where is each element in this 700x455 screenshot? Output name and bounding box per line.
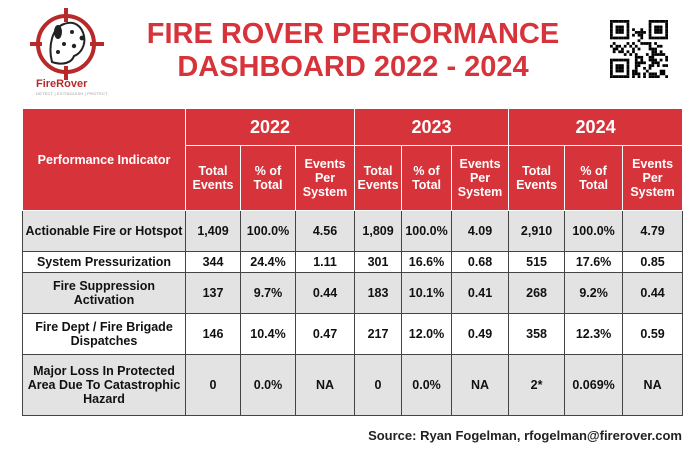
table-cell: NA: [622, 354, 684, 416]
table-cell: 100.0%: [564, 210, 624, 252]
year-header: 2023: [354, 108, 510, 146]
table-cell: 0.0%: [401, 354, 453, 416]
table-cell: 1,809: [354, 210, 403, 252]
table-cell: NA: [451, 354, 510, 416]
table-cell: 16.6%: [401, 251, 453, 273]
table-cell: 217: [354, 313, 403, 355]
table-cell: 0.44: [622, 272, 684, 314]
table-cell: 24.4%: [240, 251, 296, 273]
logo-brand: FireRover: [36, 78, 88, 90]
table-cell: 12.3%: [564, 313, 624, 355]
table-cell: 10.1%: [401, 272, 453, 314]
dalmatian-crosshair-icon: [30, 8, 104, 80]
table-cell: 0.85: [622, 251, 684, 273]
subheader: Events Per System: [622, 145, 684, 211]
table-cell: NA: [294, 354, 356, 416]
row-label: Actionable Fire or Hotspot: [22, 210, 186, 252]
table-cell: 0: [185, 354, 241, 416]
row-label: Fire Suppression Activation: [22, 272, 186, 314]
firerover-logo: [28, 6, 108, 106]
table-cell: 0.68: [451, 251, 510, 273]
page-title: FIRE ROVER PERFORMANCE DASHBOARD 2022 - …: [118, 18, 588, 84]
table-cell: 12.0%: [401, 313, 453, 355]
table-cell: 0: [354, 354, 403, 416]
table-cell: 183: [354, 272, 403, 314]
table-cell: 0.47: [294, 313, 356, 355]
table-cell: 9.2%: [564, 272, 624, 314]
table-cell: 0.069%: [564, 354, 624, 416]
title-line-1: FIRE ROVER PERFORMANCE: [146, 18, 560, 50]
table-cell: 1.11: [294, 251, 356, 273]
performance-table: Performance Indicator 2022 2023 2024 Tot…: [22, 108, 684, 416]
table-cell: 137: [185, 272, 241, 314]
subheader: % of Total: [240, 145, 296, 211]
table-cell: 344: [185, 251, 241, 273]
title-line-2: DASHBOARD 2022 - 2024: [177, 51, 529, 83]
table-row: Actionable Fire or Hotspot 1,409 100.0% …: [22, 210, 684, 252]
row-label: System Pressurization: [22, 251, 186, 273]
table-cell: 4.09: [451, 210, 510, 252]
indicator-header: Performance Indicator: [22, 108, 186, 211]
table-cell: 10.4%: [240, 313, 296, 355]
source-credit: Source: Ryan Fogelman, rfogelman@firerov…: [368, 428, 682, 443]
table-row: Fire Suppression Activation 137 9.7% 0.4…: [22, 272, 684, 314]
table-cell: 1,409: [185, 210, 241, 252]
subheader: % of Total: [564, 145, 624, 211]
table-cell: 0.41: [451, 272, 510, 314]
table-cell: 358: [508, 313, 566, 355]
year-header: 2022: [184, 108, 356, 146]
row-label: Major Loss In Protected Area Due To Cata…: [22, 354, 186, 416]
table-row: Major Loss In Protected Area Due To Cata…: [22, 354, 684, 416]
row-label: Fire Dept / Fire Brigade Dispatches: [22, 313, 186, 355]
subheader: Total Events: [185, 145, 241, 211]
table-cell: 2*: [508, 354, 566, 416]
table-row: Fire Dept / Fire Brigade Dispatches 146 …: [22, 313, 684, 355]
table-cell: 515: [508, 251, 566, 273]
table-cell: 0.0%: [240, 354, 296, 416]
table-cell: 0.59: [622, 313, 684, 355]
table-cell: 0.44: [294, 272, 356, 314]
year-header: 2024: [508, 108, 684, 146]
subheader: Total Events: [508, 145, 566, 211]
qr-code-icon: [610, 20, 668, 78]
table-cell: 17.6%: [564, 251, 624, 273]
subheader: Total Events: [354, 145, 403, 211]
table-cell: 4.56: [294, 210, 356, 252]
table-cell: 2,910: [508, 210, 566, 252]
table-cell: 0.49: [451, 313, 510, 355]
table-cell: 146: [185, 313, 241, 355]
subheader: % of Total: [401, 145, 453, 211]
table-cell: 100.0%: [240, 210, 296, 252]
table-cell: 9.7%: [240, 272, 296, 314]
logo-tagline: DETECT | EXTINGUISH | PROTECT: [36, 91, 108, 96]
table-cell: 4.79: [622, 210, 684, 252]
table-cell: 100.0%: [401, 210, 453, 252]
table-cell: 268: [508, 272, 566, 314]
subheader: Events Per System: [294, 145, 356, 211]
table-row: System Pressurization 344 24.4% 1.11 301…: [22, 251, 684, 273]
table-cell: 301: [354, 251, 403, 273]
subheader: Events Per System: [451, 145, 510, 211]
